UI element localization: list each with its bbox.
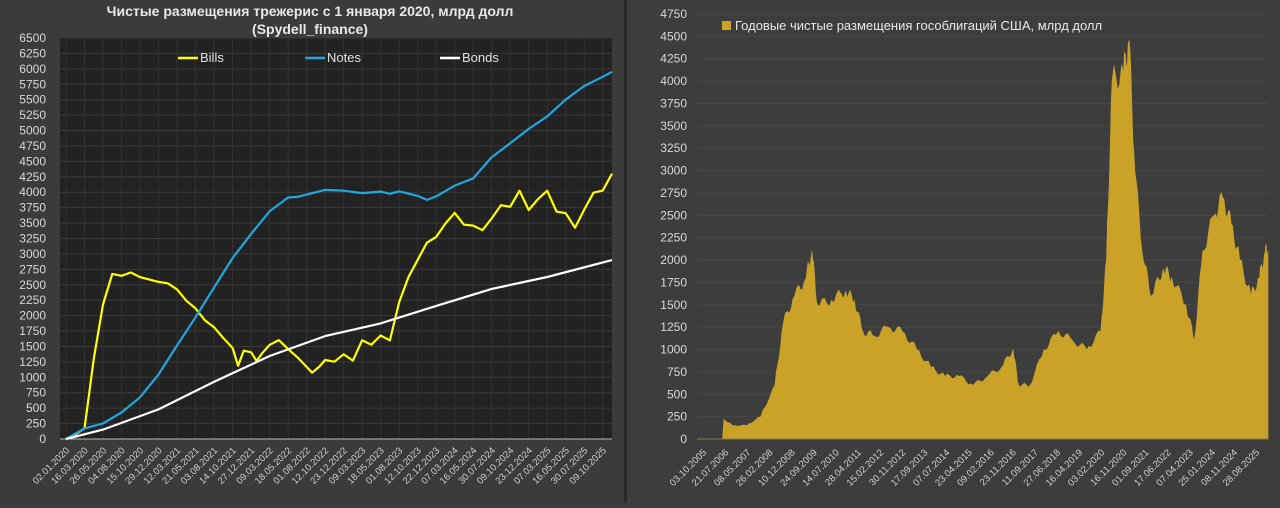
annual-issuance-chart: Годовые чистые размещения гособлигаций С… bbox=[660, 7, 1269, 489]
area-series bbox=[722, 39, 1269, 440]
y-tick-label: 750 bbox=[667, 365, 687, 379]
y-tick-label: 0 bbox=[680, 432, 687, 446]
y-tick-label: 3500 bbox=[19, 216, 46, 230]
y-tick-label: 250 bbox=[26, 417, 46, 431]
y-tick-label: 3250 bbox=[660, 141, 687, 155]
legend-label-bonds: Bonds bbox=[462, 50, 499, 65]
y-tick-label: 2750 bbox=[19, 262, 46, 276]
y-tick-label: 750 bbox=[26, 386, 46, 400]
y-tick-label: 4250 bbox=[19, 170, 46, 184]
y-tick-label: 250 bbox=[667, 410, 687, 424]
y-tick-label: 4750 bbox=[660, 7, 687, 21]
legend-label-notes: Notes bbox=[327, 50, 361, 65]
y-tick-label: 5000 bbox=[19, 124, 46, 138]
right-chart-panel: Годовые чистые размещения гособлигаций С… bbox=[627, 0, 1280, 503]
y-tick-label: 2500 bbox=[19, 278, 46, 292]
y-tick-label: 2750 bbox=[660, 186, 687, 200]
chart-title: Чистые размещения трежерис с 1 января 20… bbox=[107, 3, 514, 19]
y-tick-label: 3000 bbox=[660, 164, 687, 178]
y-tick-label: 4000 bbox=[660, 74, 687, 88]
y-tick-label: 1500 bbox=[19, 339, 46, 353]
y-tick-label: 3750 bbox=[660, 96, 687, 110]
y-tick-label: 4500 bbox=[19, 154, 46, 168]
y-tick-label: 1750 bbox=[660, 275, 687, 289]
y-tick-label: 3500 bbox=[660, 119, 687, 133]
y-tick-label: 4250 bbox=[660, 52, 687, 66]
y-tick-label: 2000 bbox=[19, 309, 46, 323]
y-tick-label: 500 bbox=[26, 401, 46, 415]
y-tick-label: 1750 bbox=[19, 324, 46, 338]
y-tick-label: 5250 bbox=[19, 108, 46, 122]
y-tick-label: 4000 bbox=[19, 185, 46, 199]
y-tick-label: 2250 bbox=[19, 293, 46, 307]
y-tick-label: 1500 bbox=[660, 298, 687, 312]
y-tick-label: 500 bbox=[667, 387, 687, 401]
y-tick-label: 2500 bbox=[660, 208, 687, 222]
y-tick-label: 3250 bbox=[19, 232, 46, 246]
legend-swatch bbox=[722, 21, 731, 30]
y-tick-label: 4750 bbox=[19, 139, 46, 153]
series-line-notes bbox=[65, 70, 613, 440]
y-tick-label: 4500 bbox=[660, 29, 687, 43]
treasury-net-issuance-chart: Чистые размещения трежерис с 1 января 20… bbox=[19, 3, 613, 487]
legend-label-bills: Bills bbox=[200, 50, 224, 65]
left-chart-panel: Чистые размещения трежерис с 1 января 20… bbox=[0, 0, 624, 503]
y-tick-label: 6000 bbox=[19, 62, 46, 76]
y-tick-label: 5500 bbox=[19, 93, 46, 107]
y-tick-label: 1250 bbox=[660, 320, 687, 334]
y-tick-label: 0 bbox=[39, 432, 46, 446]
y-tick-label: 3750 bbox=[19, 201, 46, 215]
series-line-bonds bbox=[65, 259, 613, 441]
y-tick-label: 6250 bbox=[19, 46, 46, 60]
y-tick-label: 1250 bbox=[19, 355, 46, 369]
y-tick-label: 6500 bbox=[19, 31, 46, 45]
y-tick-label: 5750 bbox=[19, 77, 46, 91]
y-tick-label: 3000 bbox=[19, 247, 46, 261]
series-line-bills bbox=[65, 173, 613, 440]
legend-label: Годовые чистые размещения гособлигаций С… bbox=[735, 18, 1102, 33]
y-tick-label: 1000 bbox=[660, 343, 687, 357]
panel-divider bbox=[624, 0, 627, 503]
chart-subtitle: (Spydell_finance) bbox=[252, 21, 368, 37]
y-tick-label: 2250 bbox=[660, 231, 687, 245]
y-tick-label: 2000 bbox=[660, 253, 687, 267]
y-tick-label: 1000 bbox=[19, 370, 46, 384]
